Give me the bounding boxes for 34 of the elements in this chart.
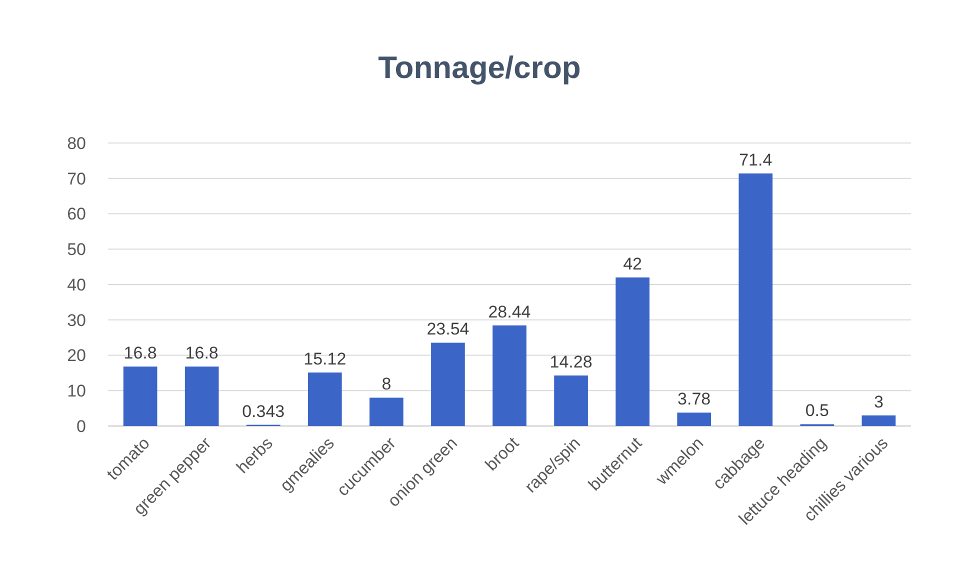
bar — [184, 366, 219, 426]
bar — [492, 325, 526, 426]
data-label: 0.343 — [242, 402, 285, 421]
y-tick-label: 70 — [67, 169, 86, 188]
chart-title: Tonnage/crop — [378, 50, 581, 85]
data-label: 15.12 — [304, 350, 346, 369]
bar — [862, 415, 896, 426]
y-tick-label: 20 — [67, 346, 86, 366]
y-tick-label: 80 — [67, 134, 86, 153]
bar — [308, 372, 342, 426]
bar — [431, 342, 465, 426]
bar — [123, 366, 158, 426]
data-label: 16.8 — [185, 344, 218, 363]
y-tick-label: 60 — [67, 204, 86, 224]
y-tick-label: 10 — [67, 382, 86, 401]
y-tick-label: 30 — [67, 310, 86, 330]
data-label: 3 — [874, 392, 884, 412]
y-tick-label: 40 — [67, 275, 86, 294]
y-tick-label: 0 — [76, 416, 86, 436]
data-label: 42 — [623, 254, 642, 274]
data-label: 28.44 — [488, 302, 531, 322]
bar — [677, 412, 712, 426]
data-label: 23.54 — [426, 320, 470, 339]
bar — [554, 375, 588, 426]
bar — [738, 173, 773, 426]
bar — [616, 277, 650, 426]
data-label: 14.28 — [550, 352, 592, 372]
data-label: 16.8 — [124, 344, 157, 363]
bar — [370, 398, 404, 426]
y-tick-label: 50 — [67, 240, 86, 260]
data-label: 8 — [382, 374, 392, 394]
data-label: 71.4 — [739, 150, 772, 170]
data-label: 3.78 — [678, 390, 711, 409]
data-label: 0.5 — [805, 401, 829, 420]
